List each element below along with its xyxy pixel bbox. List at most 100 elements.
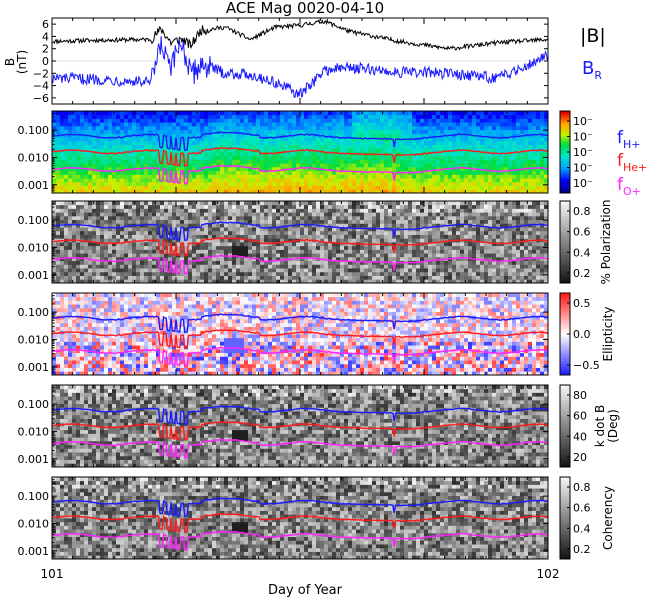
heatmap-cell	[180, 201, 185, 206]
heatmap-cell	[200, 279, 205, 284]
heatmap-cell	[368, 140, 373, 145]
heatmap-cell	[176, 125, 181, 131]
heatmap-cell	[200, 118, 205, 123]
heatmap-cell	[476, 178, 481, 183]
heatmap-cell	[520, 129, 525, 134]
heatmap-cell	[336, 148, 341, 153]
heatmap-cell	[412, 111, 417, 116]
heatmap-cell	[336, 114, 341, 119]
heatmap-cell	[324, 271, 329, 276]
heatmap-cell	[352, 125, 357, 131]
heatmap-cell	[208, 264, 213, 269]
heatmap-cell	[428, 148, 433, 153]
heatmap-cell	[268, 181, 273, 186]
heatmap-cell	[140, 181, 145, 186]
heatmap-cell	[332, 159, 337, 164]
heatmap-cell	[224, 223, 229, 228]
heatmap-cell	[212, 256, 217, 262]
heatmap-cell	[188, 208, 193, 213]
heatmap-cell	[376, 249, 381, 254]
heatmap-cell	[380, 129, 385, 134]
heatmap-cell	[460, 122, 465, 127]
heatmap-cell	[188, 249, 193, 254]
heatmap-cell	[356, 260, 361, 265]
heatmap-cell	[344, 238, 349, 243]
heatmap-cell	[276, 122, 281, 127]
heatmap-cell	[200, 144, 205, 149]
heatmap-cell	[272, 253, 277, 258]
heatmap-cell	[388, 111, 393, 116]
heatmap-cell	[380, 253, 385, 258]
heatmap-cell	[540, 166, 545, 172]
heatmap-cell	[116, 242, 121, 247]
heatmap-cell	[72, 118, 77, 123]
heatmap-cell	[136, 170, 141, 175]
heatmap-cell	[240, 256, 245, 262]
heatmap-cell	[332, 268, 337, 273]
heatmap-cell	[404, 256, 409, 262]
heatmap-cell	[68, 208, 73, 213]
heatmap-cell	[140, 129, 145, 134]
heatmap-cell	[60, 129, 65, 134]
heatmap-cell	[356, 279, 361, 284]
heatmap-cell	[352, 245, 357, 250]
heatmap-cell	[272, 249, 277, 254]
heatmap-cell	[264, 140, 269, 145]
heatmap-cell	[80, 253, 85, 258]
heatmap-cell	[128, 253, 133, 258]
heatmap-cell	[80, 140, 85, 145]
heatmap-cell	[212, 230, 217, 235]
heatmap-cell	[512, 163, 517, 168]
heatmap-cell	[208, 230, 213, 235]
heatmap-cell	[212, 137, 217, 142]
heatmap-cell	[508, 114, 513, 119]
heatmap-cell	[532, 181, 537, 186]
heatmap-cell	[320, 234, 325, 239]
heatmap-cell	[176, 129, 181, 134]
heatmap-cell	[400, 253, 405, 258]
heatmap-cell	[152, 208, 157, 213]
heatmap-cell	[344, 129, 349, 134]
heatmap-cell	[224, 253, 229, 258]
heatmap-cell	[312, 201, 317, 206]
heatmap-cell	[72, 163, 77, 168]
heatmap-cell	[92, 114, 97, 119]
heatmap-cell	[416, 133, 421, 138]
heatmap-cell	[276, 271, 281, 276]
heatmap-cell	[492, 144, 497, 149]
heatmap-cell	[456, 166, 461, 172]
heatmap-cell	[232, 238, 237, 243]
heatmap-cell	[252, 140, 257, 145]
heatmap-cell	[340, 234, 345, 239]
heatmap-cell	[420, 185, 425, 190]
heatmap-cell	[392, 118, 397, 123]
heatmap-cell	[260, 189, 265, 194]
heatmap-cell	[216, 268, 221, 273]
heatmap-cell	[196, 166, 201, 172]
heatmap-cell	[172, 279, 177, 284]
heatmap-cell	[296, 256, 301, 262]
heatmap-cell	[392, 253, 397, 258]
heatmap-cell	[204, 140, 209, 145]
heatmap-cell	[268, 271, 273, 276]
heatmap-cell	[80, 163, 85, 168]
heatmap-cell	[500, 174, 505, 179]
heatmap-cell	[132, 242, 137, 247]
heatmap-cell	[388, 219, 393, 224]
heatmap-cell	[264, 238, 269, 243]
heatmap-cell	[404, 122, 409, 127]
heatmap-cell	[92, 137, 97, 142]
heatmap-cell	[432, 118, 437, 123]
heatmap-cell	[256, 163, 261, 168]
heatmap-cell	[116, 208, 121, 213]
heatmap-cell	[292, 111, 297, 116]
heatmap-cell	[128, 152, 133, 157]
heatmap-cell	[232, 264, 237, 269]
heatmap-cell	[496, 125, 501, 131]
colorbar-step	[560, 125, 570, 128]
heatmap-cell	[424, 114, 429, 119]
heatmap-cell	[492, 111, 497, 116]
heatmap-cell	[412, 181, 417, 186]
heatmap-cell	[396, 208, 401, 213]
heatmap-cell	[160, 170, 165, 175]
